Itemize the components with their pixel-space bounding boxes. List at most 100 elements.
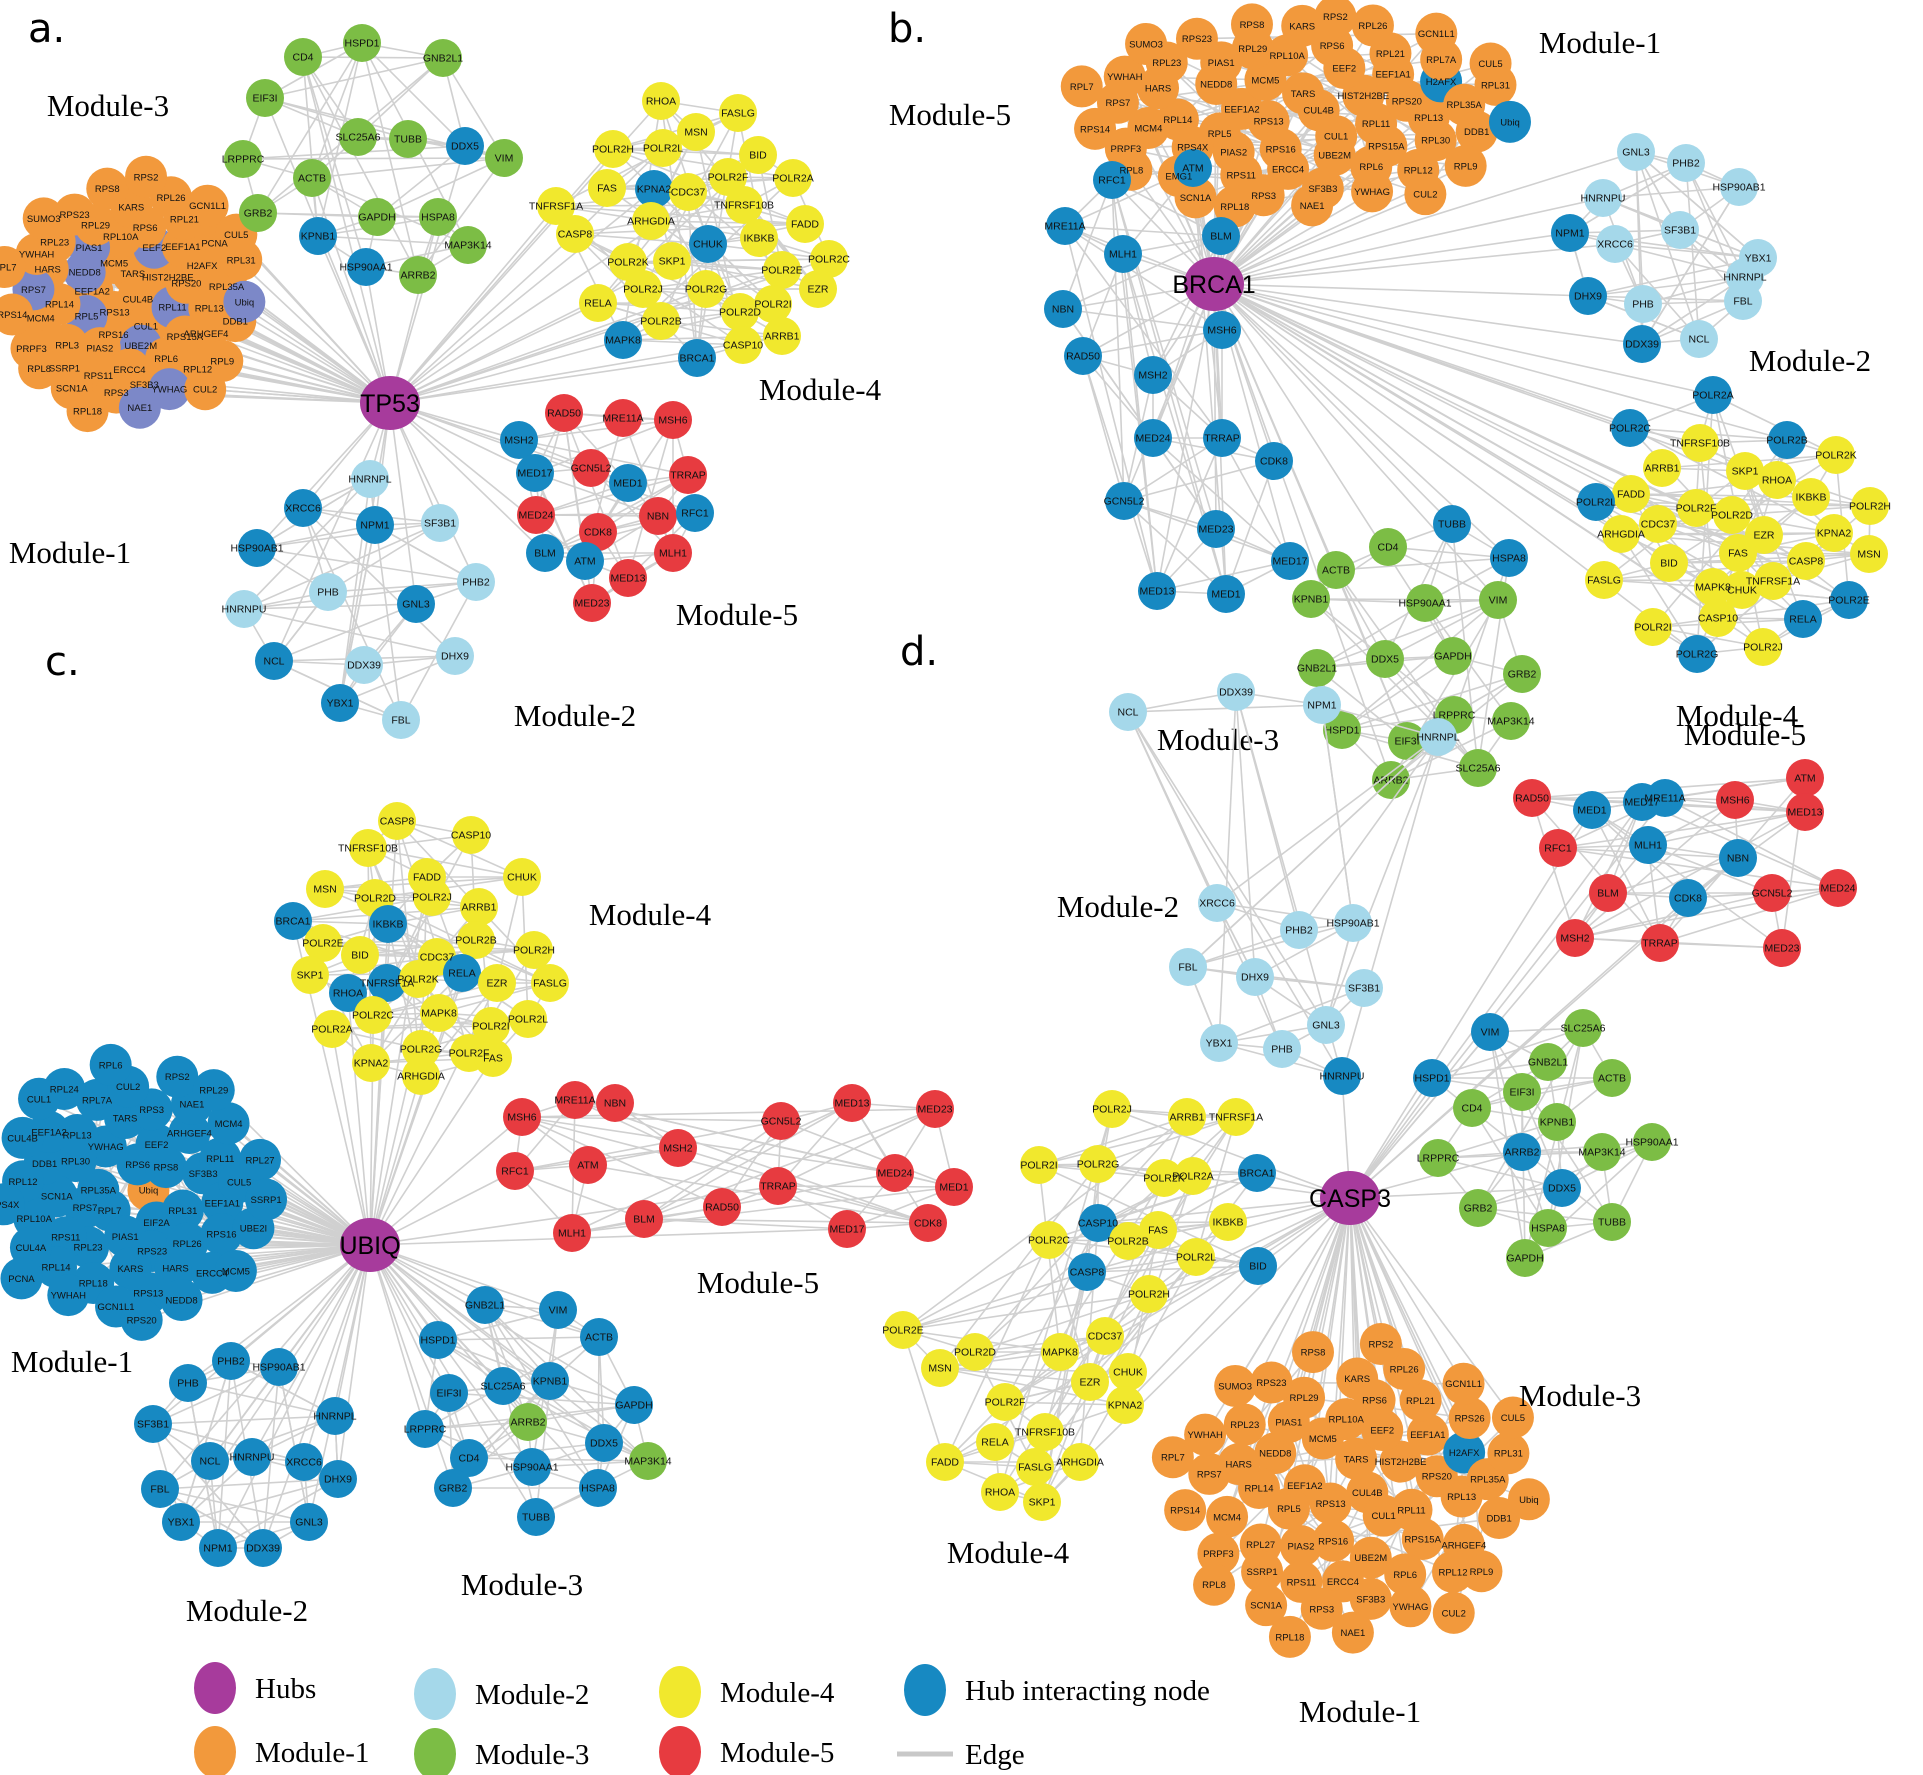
node-tnfrsf1a[interactable]	[1754, 562, 1792, 600]
node-bid[interactable]	[739, 136, 777, 174]
node-chuk[interactable]	[503, 858, 541, 896]
node-polr2b[interactable]	[1109, 1222, 1147, 1260]
node-mcm4[interactable]	[1206, 1495, 1249, 1538]
node-lrpprc[interactable]	[224, 140, 262, 178]
node-hist2h2be[interactable]	[1379, 1440, 1422, 1483]
node-cd4[interactable]	[450, 1439, 488, 1477]
node-ezr[interactable]	[799, 270, 837, 308]
node-fas[interactable]	[1719, 534, 1757, 572]
node-hspd1[interactable]	[419, 1321, 457, 1359]
node-gcn5l2[interactable]	[1753, 874, 1791, 912]
node-rpl8[interactable]	[1193, 1563, 1236, 1606]
node-rps16[interactable]	[1312, 1519, 1355, 1562]
node-rps4x[interactable]	[0, 1183, 25, 1226]
node-med13[interactable]	[833, 1084, 871, 1122]
node-rpl18[interactable]	[1268, 1615, 1311, 1658]
node-eef1a1[interactable]	[1406, 1413, 1449, 1456]
node-ikbkb[interactable]	[1792, 478, 1830, 516]
node-phb[interactable]	[309, 573, 347, 611]
node-polr2i[interactable]	[1634, 608, 1672, 646]
node-tubb[interactable]	[1593, 1203, 1631, 1241]
node-ddx5[interactable]	[446, 127, 484, 165]
node-cul2[interactable]	[1404, 173, 1447, 216]
node-hars[interactable]	[154, 1247, 197, 1290]
node-msh6[interactable]	[1716, 781, 1754, 819]
node-polr2e[interactable]	[884, 1311, 922, 1349]
node-arrb1[interactable]	[763, 317, 801, 355]
node-casp8[interactable]	[1787, 542, 1825, 580]
node-polr2b[interactable]	[642, 302, 680, 340]
node-rps26[interactable]	[1448, 1397, 1491, 1440]
node-dhx9[interactable]	[436, 637, 474, 675]
node-polr2g[interactable]	[1678, 635, 1716, 673]
node-polr2j[interactable]	[413, 878, 451, 916]
node-polr2l[interactable]	[1177, 1238, 1215, 1276]
node-rps23[interactable]	[1175, 17, 1218, 60]
node-vim[interactable]	[1479, 581, 1517, 619]
node-cul2[interactable]	[184, 368, 227, 411]
node-hsp90aa1[interactable]	[1406, 584, 1444, 622]
node-slc25a6[interactable]	[1564, 1009, 1602, 1047]
node-rpl29[interactable]	[192, 1069, 235, 1112]
node-rhoa[interactable]	[981, 1473, 1019, 1511]
node-polr2c[interactable]	[354, 996, 392, 1034]
node-polr2k[interactable]	[399, 960, 437, 998]
node-cd4[interactable]	[284, 38, 322, 76]
node-fbl[interactable]	[1724, 282, 1762, 320]
node-mre11a[interactable]	[1646, 779, 1684, 817]
hub-node-tp53[interactable]	[360, 376, 420, 430]
node-rad50[interactable]	[703, 1188, 741, 1226]
node-polr2d[interactable]	[956, 1333, 994, 1371]
node-rfc1[interactable]	[1539, 829, 1577, 867]
node-rfc1[interactable]	[496, 1152, 534, 1190]
node-phb2[interactable]	[1667, 144, 1705, 182]
node-mapk8[interactable]	[604, 321, 642, 359]
node-gcn1l1[interactable]	[186, 184, 229, 227]
node-xrcc6[interactable]	[285, 1443, 323, 1481]
node-ddx39[interactable]	[1623, 325, 1661, 363]
node-polr2i[interactable]	[754, 285, 792, 323]
node-msh2[interactable]	[1556, 919, 1594, 957]
node-tars[interactable]	[1282, 72, 1325, 115]
node-rps15a[interactable]	[1401, 1518, 1444, 1561]
node-phb2[interactable]	[212, 1342, 250, 1380]
node-rpl6[interactable]	[89, 1043, 132, 1086]
node-gcn5l2[interactable]	[762, 1102, 800, 1140]
node-mapk8[interactable]	[1694, 568, 1732, 606]
node-cul5[interactable]	[1491, 1396, 1534, 1439]
node-tubb[interactable]	[389, 120, 427, 158]
node-gcn1l1[interactable]	[1442, 1362, 1485, 1405]
node-rps14[interactable]	[1074, 107, 1117, 150]
node-polr2d[interactable]	[721, 293, 759, 331]
node-vim[interactable]	[1471, 1013, 1509, 1051]
node-rpl9[interactable]	[1460, 1550, 1503, 1593]
node-rps8[interactable]	[1230, 3, 1273, 46]
node-polr2k[interactable]	[1145, 1159, 1183, 1197]
node-arrb2[interactable]	[399, 256, 437, 294]
node-polr2i[interactable]	[472, 1007, 510, 1045]
node-cdc37[interactable]	[669, 173, 707, 211]
node-nae1[interactable]	[118, 386, 161, 429]
node-med23[interactable]	[1763, 929, 1801, 967]
node-hsp90ab1[interactable]	[260, 1348, 298, 1386]
node-rpl31[interactable]	[1487, 1432, 1530, 1475]
node-kpnb1[interactable]	[299, 217, 337, 255]
node-actb[interactable]	[1593, 1059, 1631, 1097]
node-tnfrsf1a[interactable]	[368, 964, 406, 1002]
node-rhoa[interactable]	[1758, 461, 1796, 499]
node-hspa8[interactable]	[579, 1469, 617, 1507]
node-med24[interactable]	[517, 496, 555, 534]
node-rad50[interactable]	[545, 394, 583, 432]
node-ywhah[interactable]	[15, 232, 58, 275]
node-skp1[interactable]	[1023, 1483, 1061, 1521]
node-rela[interactable]	[579, 284, 617, 322]
node-lrpprc[interactable]	[406, 1410, 444, 1448]
node-rps14[interactable]	[1164, 1489, 1207, 1532]
node-ikbkb[interactable]	[1209, 1203, 1247, 1241]
node-msh6[interactable]	[1203, 311, 1241, 349]
node-ybx1[interactable]	[1200, 1024, 1238, 1062]
node-kpna2[interactable]	[1106, 1386, 1144, 1424]
node-med13[interactable]	[609, 559, 647, 597]
node-rpl7[interactable]	[0, 246, 26, 289]
node-phb2[interactable]	[1280, 911, 1318, 949]
